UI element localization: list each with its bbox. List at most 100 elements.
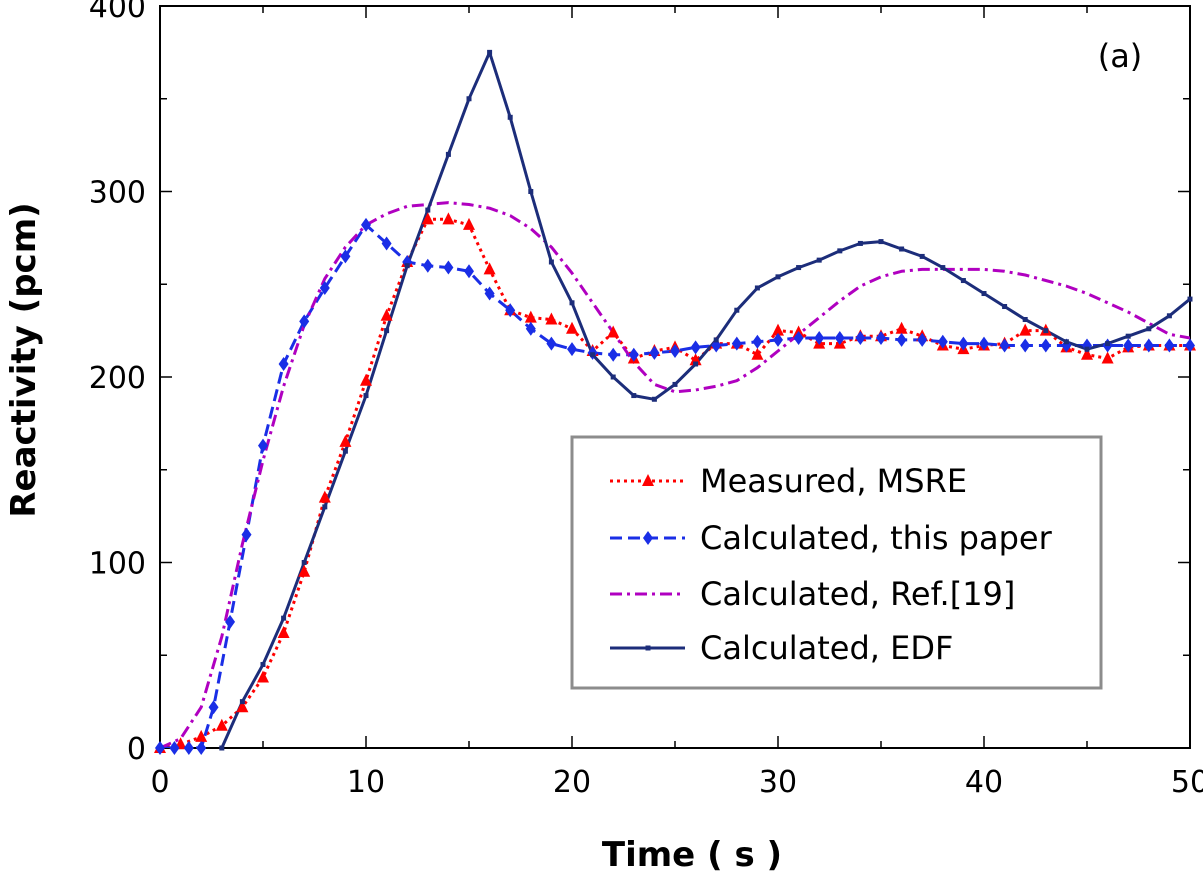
series-2-marker (183, 741, 194, 755)
series-2-marker (155, 741, 165, 755)
series-1-marker (421, 212, 434, 225)
series-3-line (160, 201, 1190, 748)
series-4-marker (445, 151, 451, 157)
series-2-marker (505, 303, 516, 318)
series-4-marker (466, 96, 472, 102)
series-1-marker (318, 490, 331, 503)
legend-item-4-label: Calculated, EDF (700, 629, 953, 667)
legend-item-2-label: Calculated, this paper (700, 519, 1053, 557)
series-4-marker (528, 189, 534, 194)
series-2-marker (876, 331, 886, 346)
series-2-marker (381, 236, 392, 251)
series-4-marker (1105, 341, 1111, 347)
series-2-marker (1020, 338, 1031, 353)
series-4-marker (548, 259, 554, 265)
series-2-marker (525, 321, 536, 336)
series-4-marker (1146, 326, 1152, 332)
series-1-marker (298, 564, 311, 577)
series-1-marker (483, 262, 496, 275)
series-2-marker (670, 344, 680, 359)
series-4-marker (1043, 328, 1049, 334)
series-1-marker (339, 434, 352, 447)
series-4-marker (487, 49, 493, 55)
series-2-marker (999, 338, 1010, 353)
series-4-marker (281, 615, 287, 621)
y-axis-title: Reactivity (pcm) (4, 202, 44, 517)
series-1-marker (566, 321, 578, 334)
series-4-markers (219, 49, 1193, 751)
series-2-marker (958, 336, 969, 351)
series-2-marker (443, 260, 454, 275)
series-2-marker (649, 345, 660, 360)
series-4-marker (1187, 296, 1193, 302)
series-1-marker (442, 212, 455, 225)
series-4-marker (404, 263, 410, 269)
series-4-marker (219, 745, 225, 751)
series-2-marker (979, 336, 989, 351)
series-2-marker (752, 334, 763, 349)
series-1-marker (1081, 347, 1093, 360)
series-1-marker (257, 670, 269, 683)
series-2-marker (278, 357, 289, 372)
series-4-marker (260, 662, 266, 668)
series-2-marker (608, 347, 619, 362)
series-2-marker (546, 336, 557, 351)
series-4-marker (1166, 313, 1172, 319)
legend-item-2-marker (643, 531, 653, 545)
series-4-marker (754, 285, 760, 291)
series-4-marker (631, 393, 637, 399)
series-2-marker (422, 258, 433, 273)
legend-item-3-label: Calculated, Ref.[19] (700, 575, 1015, 613)
series-4-marker (569, 300, 575, 306)
series-4-marker (919, 253, 925, 259)
series-4-marker (837, 248, 843, 254)
x-tick-label: 0 (150, 765, 169, 800)
series-2-marker (628, 347, 639, 362)
series-4-marker (342, 448, 348, 454)
legend-item-2: Calculated, this paper (610, 519, 1053, 557)
series-4-marker (878, 239, 884, 245)
series-4-marker (384, 328, 390, 334)
series-2-marker (793, 331, 804, 346)
series-4-marker (1022, 316, 1028, 322)
legend-item-4-marker (645, 645, 651, 651)
series-4-marker (1063, 339, 1069, 345)
series-4-marker (651, 396, 657, 402)
series-1-marker (689, 353, 702, 366)
series-2-marker (937, 334, 948, 349)
series-2-marker (319, 280, 330, 295)
series-1-marker (215, 718, 228, 731)
series-2-marker (896, 332, 907, 347)
series-4-marker (857, 240, 863, 246)
series-2-markers (155, 217, 1195, 755)
series-4-marker (713, 337, 719, 343)
series-2-marker (464, 264, 474, 279)
series-4-marker (363, 393, 369, 399)
series-1-marker (236, 700, 249, 713)
y-tick-label: 0 (127, 732, 146, 767)
markers-layer (154, 49, 1196, 755)
series-2-marker (1185, 338, 1195, 353)
series-4-marker (981, 291, 987, 297)
series-2-marker (299, 314, 310, 329)
y-tick-label: 100 (89, 547, 146, 582)
series-4-marker (940, 265, 946, 271)
series-4-marker (507, 114, 513, 120)
legend-box (570, 435, 1103, 690)
series-4-marker (1084, 346, 1090, 352)
series-2-marker (567, 342, 577, 357)
x-tick-label: 40 (965, 765, 1003, 800)
legend-item-3: Calculated, Ref.[19] (610, 575, 1015, 613)
series-2-marker (814, 331, 825, 346)
series-4-marker (899, 246, 905, 252)
series-4-marker (816, 257, 822, 263)
tick-labels: 0 10 20 30 40 50 0 100 200 300 400 (89, 0, 1203, 800)
series-2-marker (1040, 338, 1051, 353)
series-2-marker (1143, 338, 1154, 353)
series-2-marker (340, 249, 351, 264)
y-tick-label: 300 (89, 176, 146, 211)
series-4-marker (734, 307, 740, 313)
series-4-marker (239, 699, 245, 705)
legend: Measured, MSRE Calculated, this paper Calc… (570, 435, 1103, 690)
